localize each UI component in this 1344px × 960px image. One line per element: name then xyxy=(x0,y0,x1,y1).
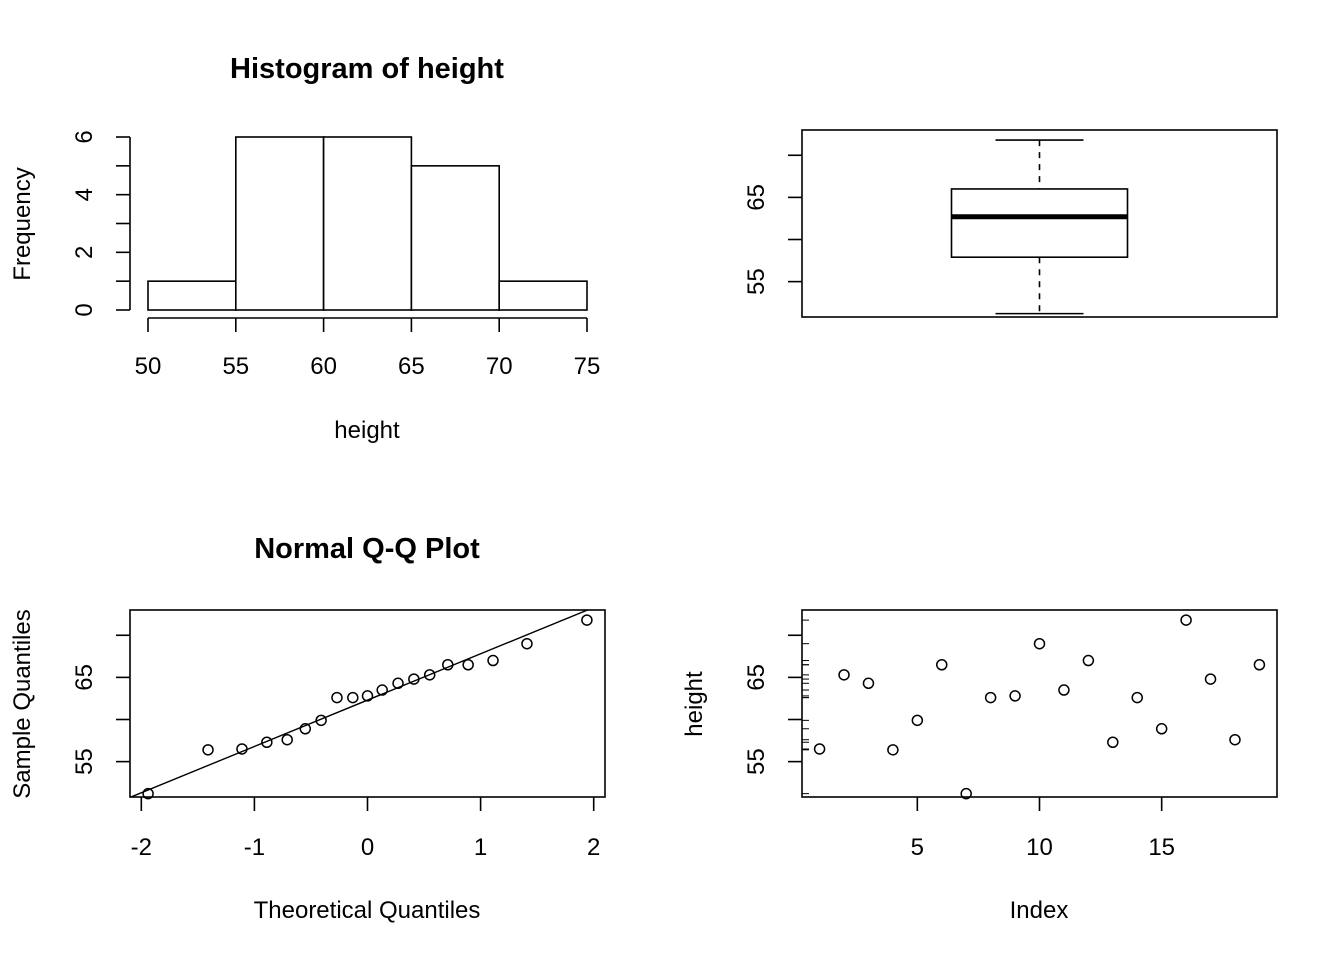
index-point xyxy=(1033,637,1046,650)
qq-point xyxy=(581,614,593,626)
qq-point xyxy=(361,690,374,702)
qq-y-tick-label: 65 xyxy=(71,664,98,691)
qq-point xyxy=(392,677,404,690)
qq-reference-line xyxy=(130,610,590,797)
qq-xlabel: Theoretical Quantiles xyxy=(254,897,481,924)
index-point xyxy=(1131,691,1143,704)
qq-plot-panel: Normal Q-Q Plot Theoretical Quantiles Sa… xyxy=(9,533,606,924)
qq-point xyxy=(423,669,436,681)
index-y-tick-label: 55 xyxy=(743,748,770,775)
qq-x-tick-label: -2 xyxy=(131,834,152,861)
index-xlabel: Index xyxy=(1010,897,1069,924)
qq-point xyxy=(281,733,293,746)
histogram-bar xyxy=(322,136,413,311)
histogram-y-tick-label: 6 xyxy=(71,130,98,143)
index-point xyxy=(1180,614,1192,626)
qq-point xyxy=(487,654,499,667)
qq-point xyxy=(236,743,248,755)
index-point xyxy=(838,669,850,681)
histogram-y-tick-label: 0 xyxy=(71,303,98,316)
histogram-bar xyxy=(235,136,325,311)
boxplot-panel: 55 65 xyxy=(743,129,1278,318)
qq-x-tick-label: 0 xyxy=(361,834,374,861)
histogram-y-tick-label: 2 xyxy=(71,246,98,259)
index-point xyxy=(1253,659,1266,671)
histogram-bar xyxy=(498,280,588,311)
boxplot-box xyxy=(950,188,1129,258)
boxplot-y-tick-label: 55 xyxy=(743,268,770,295)
qq-point xyxy=(462,659,474,671)
qq-y-tick-label: 55 xyxy=(71,748,98,775)
index-point xyxy=(1204,673,1217,685)
index-y-tick-label: 65 xyxy=(743,664,770,691)
qq-point xyxy=(376,684,388,696)
index-point xyxy=(862,677,875,690)
index-point xyxy=(936,659,948,671)
histogram-x-tick-label: 75 xyxy=(574,353,601,380)
qq-title: Normal Q-Q Plot xyxy=(254,533,480,565)
histogram-x-tick-label: 60 xyxy=(310,353,337,380)
qq-x-tick-label: 2 xyxy=(587,834,600,861)
index-point xyxy=(813,743,826,755)
index-point xyxy=(1082,654,1095,667)
histogram-ylabel: Frequency xyxy=(9,167,36,280)
index-point xyxy=(1107,736,1119,748)
qq-point xyxy=(142,787,154,800)
index-point xyxy=(911,714,924,727)
qq-point xyxy=(408,673,420,685)
histogram-x-tick-label: 50 xyxy=(135,353,162,380)
qq-point xyxy=(315,714,327,727)
index-plot-panel: Index height 5 10 15 55 65 xyxy=(681,609,1278,924)
index-point xyxy=(960,787,972,800)
qq-point xyxy=(331,691,343,704)
qq-point xyxy=(202,744,214,756)
histogram-xlabel: height xyxy=(334,417,400,444)
qq-x-tick-label: 1 xyxy=(474,834,487,861)
index-x-tick-label: 15 xyxy=(1148,834,1175,861)
index-point xyxy=(1155,723,1168,735)
index-point xyxy=(1229,733,1241,746)
index-point xyxy=(887,744,899,756)
qq-point xyxy=(261,736,273,748)
index-point xyxy=(1058,684,1070,696)
histogram-panel: Histogram of height height Frequency 50 5… xyxy=(9,53,600,444)
index-point xyxy=(984,691,997,704)
histogram-bar xyxy=(410,165,500,311)
qq-point xyxy=(442,659,454,671)
index-x-tick-label: 5 xyxy=(911,834,924,861)
histogram-title: Histogram of height xyxy=(230,53,504,85)
index-point xyxy=(1009,690,1021,702)
histogram-y-tick-label: 4 xyxy=(71,188,98,201)
qq-point xyxy=(347,691,359,704)
index-x-tick-label: 10 xyxy=(1026,834,1053,861)
boxplot-y-tick-label: 65 xyxy=(743,184,770,211)
histogram-x-tick-label: 55 xyxy=(222,353,249,380)
qq-ylabel: Sample Quantiles xyxy=(9,609,36,798)
histogram-x-tick-label: 65 xyxy=(398,353,425,380)
histogram-x-tick-label: 70 xyxy=(486,353,513,380)
boxplot-frame xyxy=(801,129,1278,318)
index-ylabel: height xyxy=(681,671,708,737)
qq-point xyxy=(299,723,312,735)
qq-point xyxy=(521,637,533,650)
qq-x-tick-label: -1 xyxy=(244,834,265,861)
histogram-bar xyxy=(147,280,237,311)
